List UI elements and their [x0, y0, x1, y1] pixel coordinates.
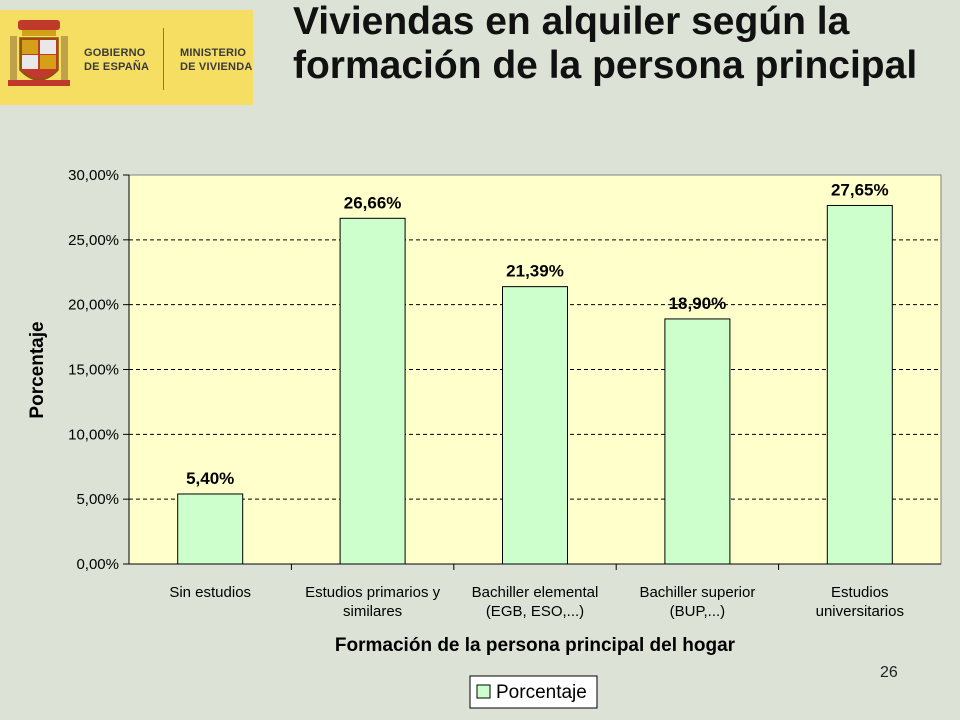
y-tick-label: 30,00% [68, 167, 119, 184]
data-label: 18,90% [669, 294, 727, 313]
bar [664, 318, 731, 565]
y-tick-label: 5,00% [76, 491, 119, 508]
legend-box [469, 675, 598, 709]
y-tick-label: 15,00% [68, 362, 119, 379]
x-axis-title: Formación de la persona principal del ho… [335, 635, 736, 656]
government-logo: GOBIERNO DE ESPAÑA MINISTERIO DE VIVIEND… [0, 10, 253, 105]
bar [826, 204, 893, 565]
page-number: 26 [880, 664, 898, 681]
data-label: 5,40% [186, 469, 234, 488]
logo-divider [163, 28, 164, 90]
coat-of-arms-icon [8, 20, 70, 86]
x-tick-label: similares [343, 603, 402, 620]
data-label: 26,66% [344, 193, 402, 212]
data-label: 21,39% [506, 262, 564, 281]
y-tick-label: 10,00% [68, 426, 119, 443]
bar [177, 493, 244, 565]
x-tick-label: (BUP,...) [670, 603, 726, 620]
x-tick-label: Sin estudios [169, 584, 251, 601]
data-label: 27,65% [831, 180, 889, 199]
legend-label: Porcentaje [496, 682, 587, 703]
legend-swatch [476, 684, 491, 699]
y-tick-label: 0,00% [76, 556, 119, 573]
logo-ministerio-text: MINISTERIO DE VIVIENDA [180, 47, 253, 73]
x-tick-label: Bachiller elemental [472, 584, 599, 601]
y-tick-label: 25,00% [68, 232, 119, 249]
x-tick-label: (EGB, ESO,...) [486, 603, 584, 620]
slide-title: Viviendas en alquiler según la formación… [293, 0, 918, 87]
bar [502, 286, 568, 565]
x-tick-label: universitarios [816, 603, 904, 620]
y-axis-title: Porcentaje [27, 321, 48, 418]
x-tick-label: Bachiller superior [639, 584, 755, 601]
logo-gobierno-text: GOBIERNO DE ESPAÑA [84, 47, 150, 73]
y-tick-label: 20,00% [68, 297, 119, 314]
x-tick-label: Estudios primarios y [305, 584, 441, 601]
x-tick-label: Estudios [831, 584, 889, 601]
bar [339, 217, 406, 565]
